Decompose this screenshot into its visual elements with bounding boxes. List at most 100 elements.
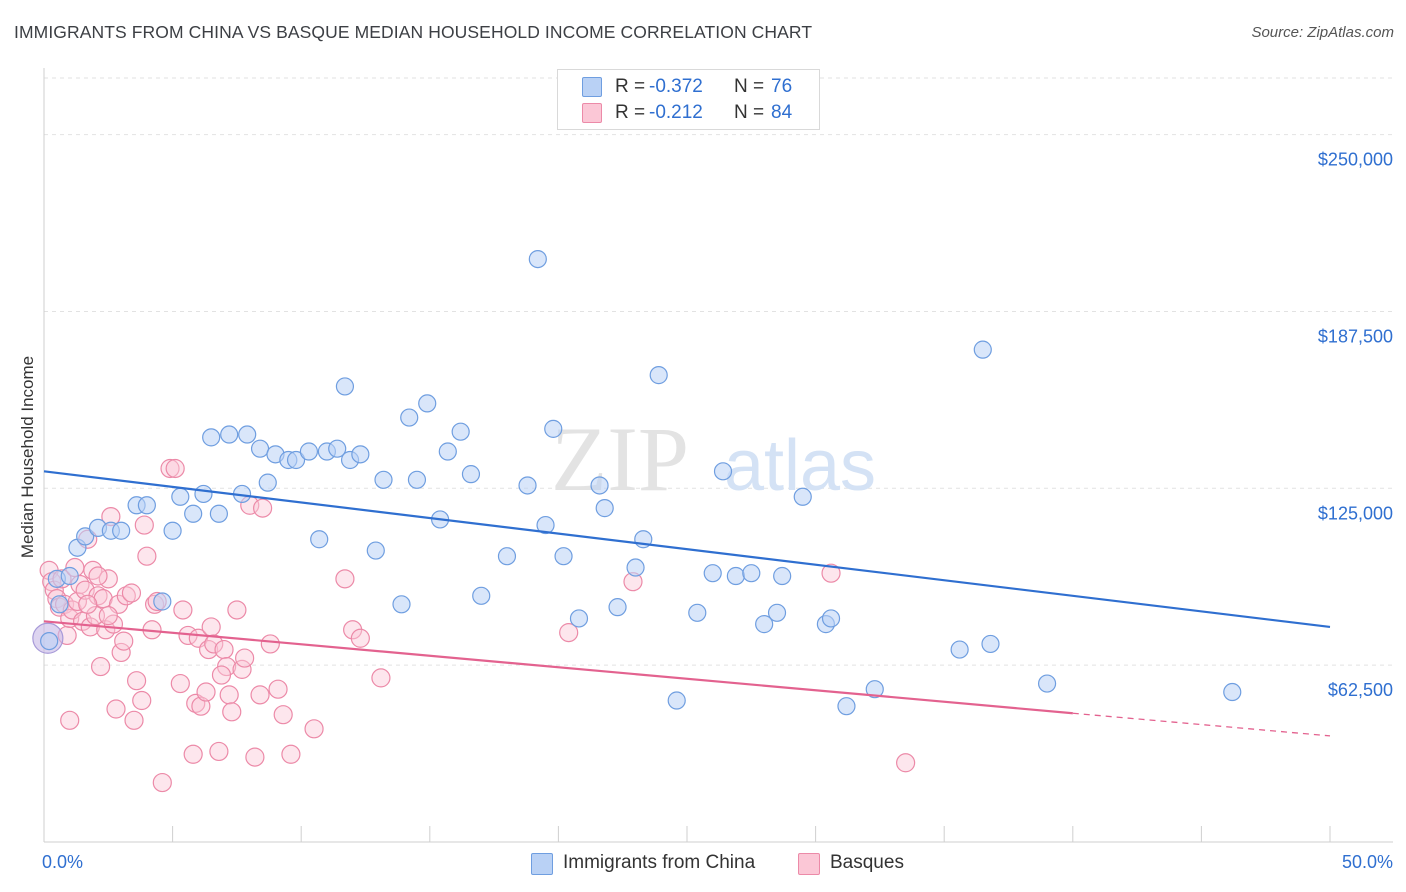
china-point	[767, 603, 787, 622]
china-point	[536, 515, 555, 535]
basques-point	[260, 634, 280, 654]
china-point	[366, 541, 385, 560]
basques-point	[132, 690, 152, 711]
basques-point	[160, 458, 180, 479]
x-tick-label: 0.0%	[42, 852, 83, 872]
china-point	[773, 566, 792, 586]
china-point	[590, 476, 609, 495]
china-point	[202, 428, 221, 447]
china-point	[60, 566, 79, 586]
china-point	[163, 521, 182, 540]
china-point	[461, 465, 481, 484]
chart-source: Source: ZipAtlas.com	[1251, 24, 1394, 41]
china-point	[518, 476, 537, 495]
legend-n-label: N =	[734, 102, 765, 123]
basques-point	[90, 656, 111, 677]
basques-point	[335, 569, 355, 589]
basques-point	[183, 744, 203, 764]
china-point	[595, 499, 614, 518]
china-point	[209, 504, 228, 523]
basques-point	[170, 673, 190, 694]
basques-point	[196, 682, 216, 702]
china-point	[50, 595, 69, 614]
china-point	[554, 547, 573, 566]
basques-point	[273, 705, 293, 725]
china-point	[528, 249, 547, 269]
china-point	[438, 442, 457, 461]
china-point	[821, 609, 841, 628]
scatter-points	[32, 249, 1242, 793]
china-point	[544, 419, 563, 438]
china-point	[153, 592, 172, 611]
basques-trend-line	[43, 620, 1073, 715]
basques-point	[201, 617, 221, 637]
basques-trend-extension	[1072, 712, 1331, 737]
basques-point	[268, 679, 288, 699]
watermark-zip: ZIP	[551, 408, 689, 510]
china-point	[418, 394, 437, 413]
china-point	[137, 496, 156, 515]
tick-labels: $62,500 $125,000 $187,500 $250,000 0.0% 50.0%	[42, 150, 1393, 872]
china-point	[497, 547, 517, 566]
correlation-legend: R = -0.372 N = 76 R = -0.212 N = 84	[557, 69, 820, 130]
basques-point	[152, 772, 172, 793]
basques-point	[98, 606, 118, 626]
china-point	[76, 527, 95, 546]
basques-point	[350, 628, 370, 648]
basques-point	[199, 639, 219, 660]
basques-point	[124, 710, 144, 730]
basques-point	[253, 498, 273, 518]
basques-point	[227, 600, 247, 620]
basques-point	[281, 744, 301, 764]
china-point	[626, 558, 645, 577]
legend-swatch-pink	[582, 103, 602, 123]
china-point	[793, 487, 812, 506]
basques-point	[106, 699, 126, 719]
basques-point	[304, 719, 324, 739]
legend-n-value: 76	[771, 76, 793, 97]
legend-swatch-blue	[531, 853, 553, 875]
basques-point	[111, 642, 131, 663]
china-point	[258, 473, 277, 492]
china-point	[1037, 674, 1057, 693]
china-point	[40, 631, 59, 651]
basques-point	[204, 634, 224, 654]
basques-point	[121, 583, 142, 603]
basques-point	[165, 458, 185, 479]
y-axis-label: Median Household Income	[18, 355, 37, 559]
basques-point	[219, 685, 239, 705]
basques-point	[371, 668, 391, 688]
basques-point	[137, 546, 157, 566]
china-point	[400, 408, 419, 427]
basques-point	[214, 639, 234, 660]
china-point	[472, 586, 491, 605]
y-tick-label: $62,500	[1328, 680, 1393, 700]
x-tick-label: 50.0%	[1342, 852, 1393, 872]
basques-point	[896, 753, 916, 773]
basques-point	[191, 696, 211, 716]
china-point	[335, 377, 355, 396]
china-point	[310, 530, 329, 549]
china-point	[703, 564, 722, 583]
china-point	[688, 603, 707, 622]
trend-lines	[43, 470, 1331, 737]
basques-point	[88, 566, 108, 586]
legend-n-value: 84	[771, 102, 793, 123]
china-point	[286, 450, 306, 470]
basques-point	[126, 671, 147, 691]
china-point	[451, 422, 470, 441]
china-point	[299, 442, 319, 461]
china-point	[837, 697, 856, 716]
china-point	[608, 598, 627, 617]
basques-point	[116, 586, 136, 606]
y-tick-label: $250,000	[1318, 150, 1393, 170]
china-point	[250, 439, 270, 458]
legend-r-label: R =	[615, 102, 646, 123]
china-point	[374, 470, 393, 489]
legend-label-china: Immigrants from China	[563, 852, 756, 873]
watermark: ZIP atlas	[551, 408, 876, 510]
china-point	[194, 484, 213, 504]
legend-n-label: N =	[734, 76, 765, 97]
legend-swatch-blue	[582, 77, 602, 97]
